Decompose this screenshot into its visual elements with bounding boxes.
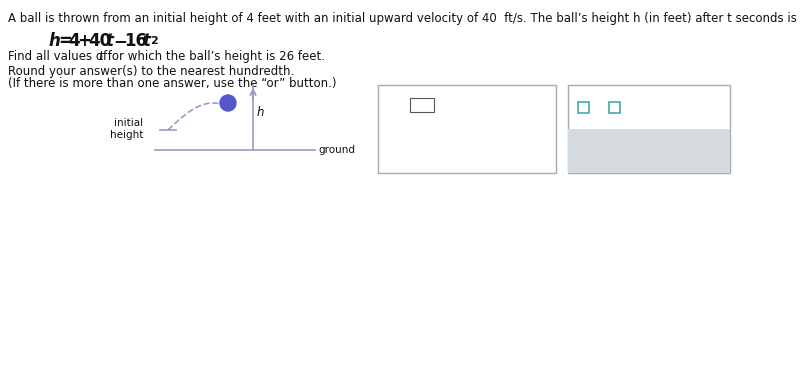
Text: t: t [388, 99, 393, 112]
Text: ground: ground [318, 145, 355, 155]
Text: −: − [113, 32, 127, 50]
Text: ?: ? [697, 142, 706, 160]
Text: (If there is more than one answer, use the “or” button.): (If there is more than one answer, use t… [8, 77, 337, 90]
Text: 16: 16 [124, 32, 147, 50]
Text: =: = [396, 99, 410, 112]
Text: height: height [110, 130, 143, 140]
FancyBboxPatch shape [578, 102, 589, 113]
Text: t: t [98, 50, 102, 63]
Text: A ball is thrown from an initial height of 4 feet with an initial upward velocit: A ball is thrown from an initial height … [8, 12, 800, 25]
Text: +: + [77, 32, 91, 50]
FancyBboxPatch shape [378, 85, 556, 173]
Text: 4: 4 [68, 32, 80, 50]
Text: 40: 40 [88, 32, 111, 50]
Text: initial: initial [114, 118, 143, 128]
FancyBboxPatch shape [568, 85, 730, 173]
Text: ↺: ↺ [642, 142, 656, 160]
Text: for which the ball’s height is 26 feet.: for which the ball’s height is 26 feet. [103, 50, 325, 63]
Circle shape [220, 95, 236, 111]
FancyBboxPatch shape [568, 129, 730, 173]
Text: t: t [105, 32, 113, 50]
Text: Find all values of: Find all values of [8, 50, 111, 63]
Text: ×: × [590, 142, 604, 160]
FancyBboxPatch shape [609, 102, 620, 113]
Text: h: h [48, 32, 60, 50]
Text: Round your answer(s) to the nearest hundredth.: Round your answer(s) to the nearest hund… [8, 65, 294, 78]
Text: seconds: seconds [439, 99, 490, 112]
Text: 2: 2 [150, 36, 158, 46]
Text: or: or [593, 102, 604, 112]
Text: h: h [257, 106, 265, 119]
FancyBboxPatch shape [410, 98, 434, 112]
Text: =: = [58, 32, 72, 50]
Text: t: t [142, 32, 150, 50]
